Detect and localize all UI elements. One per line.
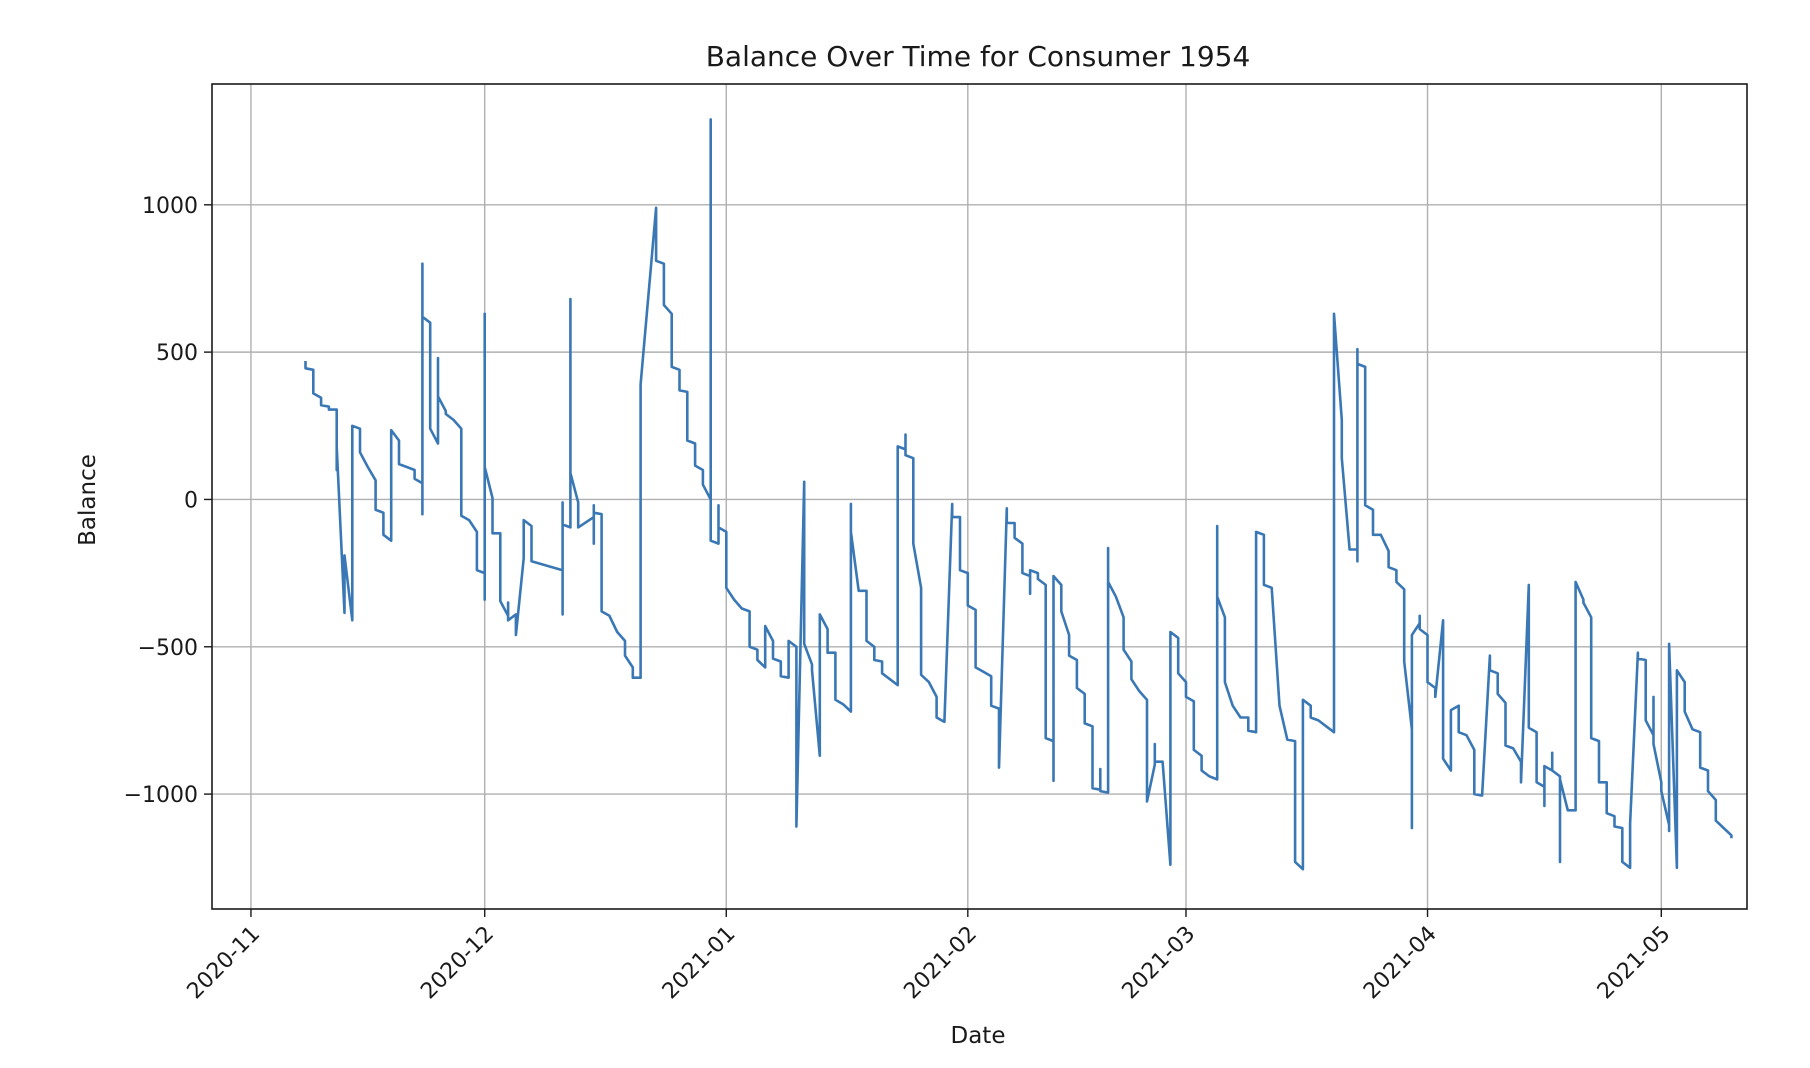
chart-title: Balance Over Time for Consumer 1954 bbox=[706, 40, 1251, 73]
x-axis-label: Date bbox=[951, 1023, 1006, 1049]
balance-series-line bbox=[304, 118, 1733, 871]
y-axis-label: Balance bbox=[75, 454, 101, 546]
y-tick-label: −1000 bbox=[124, 783, 198, 808]
y-tick-label: 0 bbox=[184, 488, 198, 513]
y-tick-label: 1000 bbox=[142, 194, 198, 219]
y-tick-label: 500 bbox=[156, 341, 198, 366]
y-tick-label: −500 bbox=[138, 636, 198, 661]
series-layer bbox=[304, 118, 1733, 871]
grid-lines bbox=[212, 84, 1747, 909]
plot-frame bbox=[211, 83, 1748, 910]
